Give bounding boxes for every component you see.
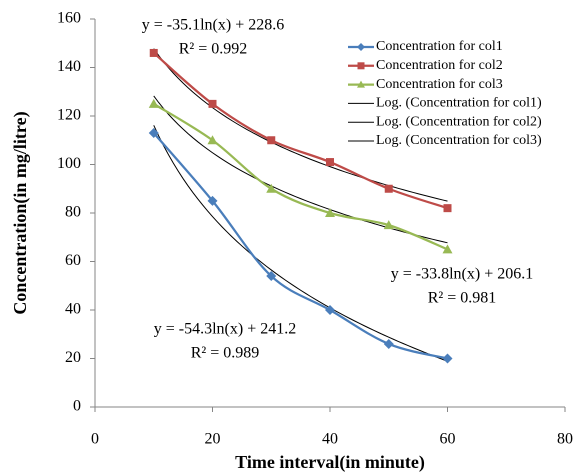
trendline [153, 125, 448, 362]
x-axis-title: Time interval(in minute) [235, 452, 425, 473]
legend-label: Log. (Concentration for col1) [376, 96, 542, 111]
x-tick-label: 20 [205, 431, 221, 448]
point [266, 183, 277, 193]
point [383, 338, 394, 349]
point [442, 353, 453, 364]
point [207, 135, 218, 145]
point [148, 127, 159, 138]
trendline-equation: y = -35.1ln(x) + 228.6 [142, 17, 284, 34]
point [442, 244, 453, 254]
legend-marker [357, 43, 365, 51]
trendline-r2: R² = 0.981 [428, 290, 497, 307]
trendline-equation: y = -54.3ln(x) + 241.2 [154, 321, 296, 338]
point [326, 158, 334, 167]
legend-label: Concentration for col2 [376, 58, 503, 73]
legend-marker [357, 80, 365, 88]
point [207, 195, 218, 206]
legend-label: Concentration for col3 [376, 77, 503, 92]
point [384, 184, 393, 193]
point [148, 98, 159, 108]
y-tick-label: 100 [57, 155, 81, 172]
y-axis-title: Concentration(in mg/litre) [10, 111, 31, 314]
y-tick-label: 60 [65, 252, 81, 269]
point [267, 136, 276, 145]
x-tick-label: 80 [557, 431, 573, 448]
legend-marker [357, 62, 365, 70]
y-tick-label: 140 [57, 58, 81, 75]
point [325, 208, 335, 217]
y-tick-label: 80 [65, 204, 81, 221]
y-tick-label: 40 [65, 301, 81, 318]
trendline-r2: R² = 0.989 [191, 345, 260, 362]
point [383, 220, 394, 230]
y-tick-label: 0 [73, 398, 81, 415]
point [325, 305, 335, 315]
trendline-equation: y = -33.8ln(x) + 206.1 [391, 266, 533, 283]
y-tick-label: 120 [57, 107, 81, 124]
trendline [153, 48, 448, 202]
y-tick-label: 160 [57, 10, 81, 27]
x-tick-label: 0 [91, 431, 99, 448]
legend-label: Concentration for col1 [376, 39, 503, 54]
legend-label: Log. (Concentration for col3) [376, 133, 542, 148]
point [149, 48, 158, 57]
trendline [153, 95, 448, 244]
point [443, 204, 452, 213]
trendline-r2: R² = 0.992 [179, 41, 248, 58]
point [266, 271, 277, 282]
y-tick-label: 20 [65, 349, 81, 366]
x-tick-label: 40 [322, 431, 338, 448]
x-tick-label: 60 [440, 431, 456, 448]
legend-label: Log. (Concentration for col2) [376, 114, 542, 129]
point [208, 99, 217, 108]
